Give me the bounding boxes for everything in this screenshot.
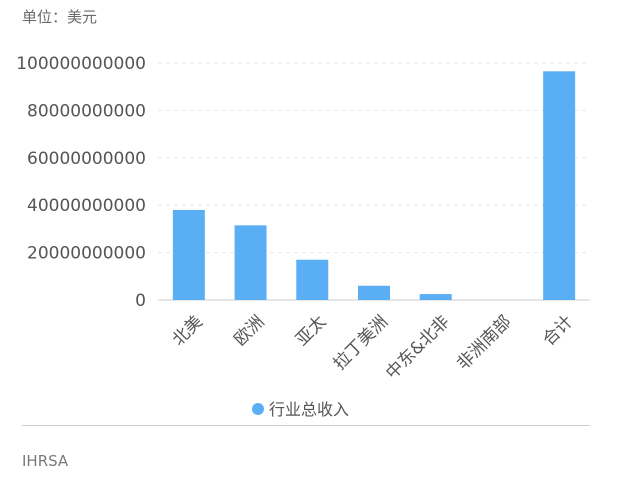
x-tick-label: 亚太 [292,312,330,350]
x-tick-label: 合计 [539,312,577,350]
legend-label: 行业总收入 [269,400,349,419]
y-tick-label: 0 [135,291,146,311]
bar[interactable] [358,285,390,300]
bar[interactable] [234,225,267,300]
legend[interactable]: 行业总收入 [252,400,349,419]
x-tick-label: 非洲南部 [453,312,515,374]
grid-lines [158,62,590,301]
unit-label: 单位：美元 [22,8,98,26]
bar-chart: 0 20000000000 40000000000 60000000000 800000… [16,54,590,419]
x-tick-label: 北美 [169,312,207,350]
y-tick-label: 40000000000 [27,196,146,216]
bars [172,71,576,300]
x-tick-label: 欧洲 [230,312,268,350]
bar[interactable] [296,259,329,300]
legend-marker-icon [252,403,264,415]
legend-item[interactable]: 行业总收入 [252,400,349,419]
divider [22,425,590,426]
x-tick-label: 中东&北非 [382,312,454,384]
x-tick-label: 拉丁美洲 [330,312,392,374]
y-tick-label: 60000000000 [27,149,146,169]
bar[interactable] [543,71,576,300]
y-tick-label: 80000000000 [27,101,146,121]
source-label: IHRSA [22,452,69,470]
y-tick-label: 20000000000 [27,244,146,264]
y-axis-tick-labels: 0 20000000000 40000000000 60000000000 800000… [16,54,146,311]
bar[interactable] [419,294,452,300]
bar[interactable] [172,209,205,300]
y-tick-label: 100000000000 [16,54,146,74]
